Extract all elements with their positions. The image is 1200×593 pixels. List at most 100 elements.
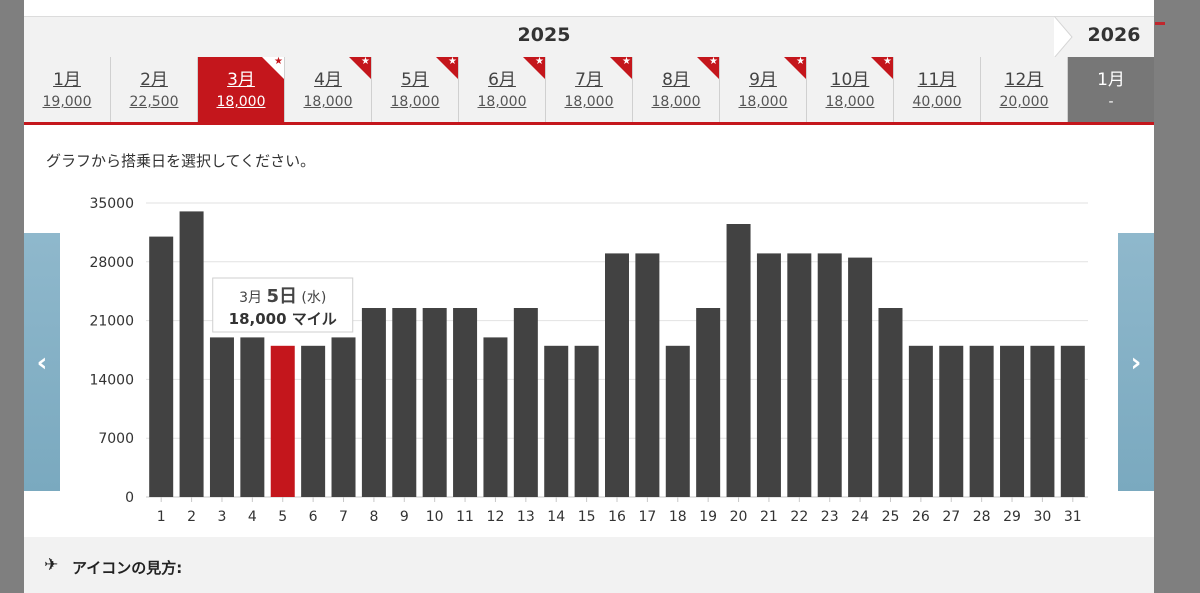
- bar-day-7[interactable]: [331, 337, 356, 497]
- chevron-right-icon: ›: [1130, 348, 1142, 378]
- x-tick-label: 15: [578, 509, 596, 525]
- bar-day-5[interactable]: [270, 345, 295, 497]
- x-tick-label: 22: [790, 509, 808, 525]
- bar-day-10[interactable]: [422, 308, 447, 497]
- month-tab-8[interactable]: 8月 18,000 ★: [633, 57, 720, 122]
- legend-title: アイコンの見方:: [72, 559, 183, 577]
- prev-month-button[interactable]: ‹: [24, 233, 60, 491]
- current-year-label: 2025: [517, 24, 571, 46]
- month-tab-label: 12月: [1004, 70, 1044, 90]
- month-tab-4[interactable]: 4月 18,000 ★: [285, 57, 372, 122]
- month-tab-miles: 19,000: [42, 94, 92, 110]
- month-tab-9[interactable]: 9月 18,000 ★: [720, 57, 807, 122]
- x-tick-label: 26: [912, 509, 930, 525]
- discount-flag-icon: ★: [349, 57, 371, 79]
- month-tabs: 1月 19,000 2月 22,500 3月 18,000 ★ 4月 18,000 ★ 5月 18,0…: [24, 57, 1154, 125]
- x-tick-label: 27: [942, 509, 960, 525]
- month-tab-miles: 18,000: [738, 94, 788, 110]
- y-tick-label: 0: [125, 490, 134, 506]
- month-tab-label: 1月: [53, 70, 81, 90]
- month-tab-label: 2月: [140, 70, 168, 90]
- bar-day-20[interactable]: [726, 224, 751, 497]
- bar-day-14[interactable]: [544, 345, 569, 497]
- month-tab-2[interactable]: 2月 22,500: [111, 57, 198, 122]
- x-tick-label: 18: [669, 509, 687, 525]
- x-tick-label: 16: [608, 509, 626, 525]
- month-tab-6[interactable]: 6月 18,000 ★: [459, 57, 546, 122]
- month-tab-10[interactable]: 10月 18,000 ★: [807, 57, 894, 122]
- month-tab-label: 4月: [314, 70, 342, 90]
- bar-day-12[interactable]: [483, 337, 508, 497]
- bar-day-28[interactable]: [969, 345, 994, 497]
- instruction-text: グラフから搭乗日を選択してください。: [46, 152, 316, 170]
- discount-flag-icon: ★: [436, 57, 458, 79]
- bar-day-23[interactable]: [817, 253, 842, 497]
- bar-day-30[interactable]: [1030, 345, 1055, 497]
- month-tab-5[interactable]: 5月 18,000 ★: [372, 57, 459, 122]
- bar-day-21[interactable]: [756, 253, 781, 497]
- month-tab-3[interactable]: 3月 18,000 ★: [198, 57, 285, 122]
- x-tick-label: 23: [821, 509, 839, 525]
- month-tab-label: 1月: [1097, 70, 1125, 90]
- bar-day-13[interactable]: [513, 308, 538, 497]
- x-tick-label: 2: [187, 509, 196, 525]
- tooltip-box: [212, 277, 354, 333]
- discount-flag-icon: ★: [784, 57, 806, 79]
- bar-day-29[interactable]: [1000, 345, 1025, 497]
- month-tab-12[interactable]: 12月 20,000: [981, 57, 1068, 122]
- bar-day-11[interactable]: [453, 308, 478, 497]
- month-tab-miles: 18,000: [477, 94, 527, 110]
- tooltip-day: 5日: [266, 286, 297, 307]
- month-tab-11[interactable]: 11月 40,000: [894, 57, 981, 122]
- bar-day-24[interactable]: [848, 257, 873, 497]
- bar-day-4[interactable]: [240, 337, 265, 497]
- x-tick-label: 24: [851, 509, 869, 525]
- x-tick-label: 12: [487, 509, 505, 525]
- next-month-button[interactable]: ›: [1118, 233, 1154, 491]
- bar-day-26[interactable]: [908, 345, 933, 497]
- x-tick-label: 30: [1034, 509, 1052, 525]
- month-tab-miles: 18,000: [825, 94, 875, 110]
- accent-mark: [1155, 22, 1165, 25]
- bar-day-31[interactable]: [1060, 345, 1085, 497]
- bar-day-1[interactable]: [149, 236, 174, 497]
- bar-day-8[interactable]: [361, 308, 386, 497]
- month-tab-1[interactable]: 1月 19,000: [24, 57, 111, 122]
- discount-flag-icon: ★: [262, 57, 284, 79]
- bar-day-19[interactable]: [696, 308, 721, 497]
- month-tab-miles: 18,000: [564, 94, 614, 110]
- month-tab-miles: 18,000: [303, 94, 353, 110]
- month-tab-label: 7月: [575, 70, 603, 90]
- bar-day-22[interactable]: [787, 253, 812, 497]
- bar-day-15[interactable]: [574, 345, 599, 497]
- next-year-tab[interactable]: 2026: [1087, 24, 1141, 46]
- bar-day-6[interactable]: [301, 345, 326, 497]
- bar-day-9[interactable]: [392, 308, 417, 497]
- bar-day-16[interactable]: [605, 253, 629, 497]
- y-tick-label: 21000: [89, 314, 134, 330]
- bar-day-17[interactable]: [635, 253, 660, 497]
- month-tab-13[interactable]: 1月 -: [1068, 57, 1154, 122]
- x-tick-label: 19: [699, 509, 717, 525]
- y-tick-label: 14000: [89, 372, 134, 388]
- month-tab-miles: 20,000: [999, 94, 1049, 110]
- y-tick-label: 28000: [89, 255, 134, 271]
- x-tick-label: 5: [278, 509, 287, 525]
- x-tick-label: 9: [400, 509, 409, 525]
- discount-flag-icon: ★: [610, 57, 632, 79]
- month-tab-7[interactable]: 7月 18,000 ★: [546, 57, 633, 122]
- month-tab-label: 8月: [662, 70, 690, 90]
- tooltip-month: 3月: [239, 290, 266, 306]
- month-tab-miles: -: [1108, 94, 1114, 110]
- top-band: [24, 0, 1154, 16]
- bar-day-25[interactable]: [878, 308, 903, 497]
- bar-day-2[interactable]: [179, 211, 204, 497]
- month-tab-label: 10月: [830, 70, 870, 90]
- month-tab-miles: 22,500: [129, 94, 179, 110]
- bar-day-3[interactable]: [209, 337, 234, 497]
- bar-day-27[interactable]: [939, 345, 964, 497]
- x-tick-label: 6: [309, 509, 318, 525]
- x-tick-label: 25: [882, 509, 900, 525]
- bar-day-18[interactable]: [665, 345, 690, 497]
- x-tick-label: 11: [456, 509, 474, 525]
